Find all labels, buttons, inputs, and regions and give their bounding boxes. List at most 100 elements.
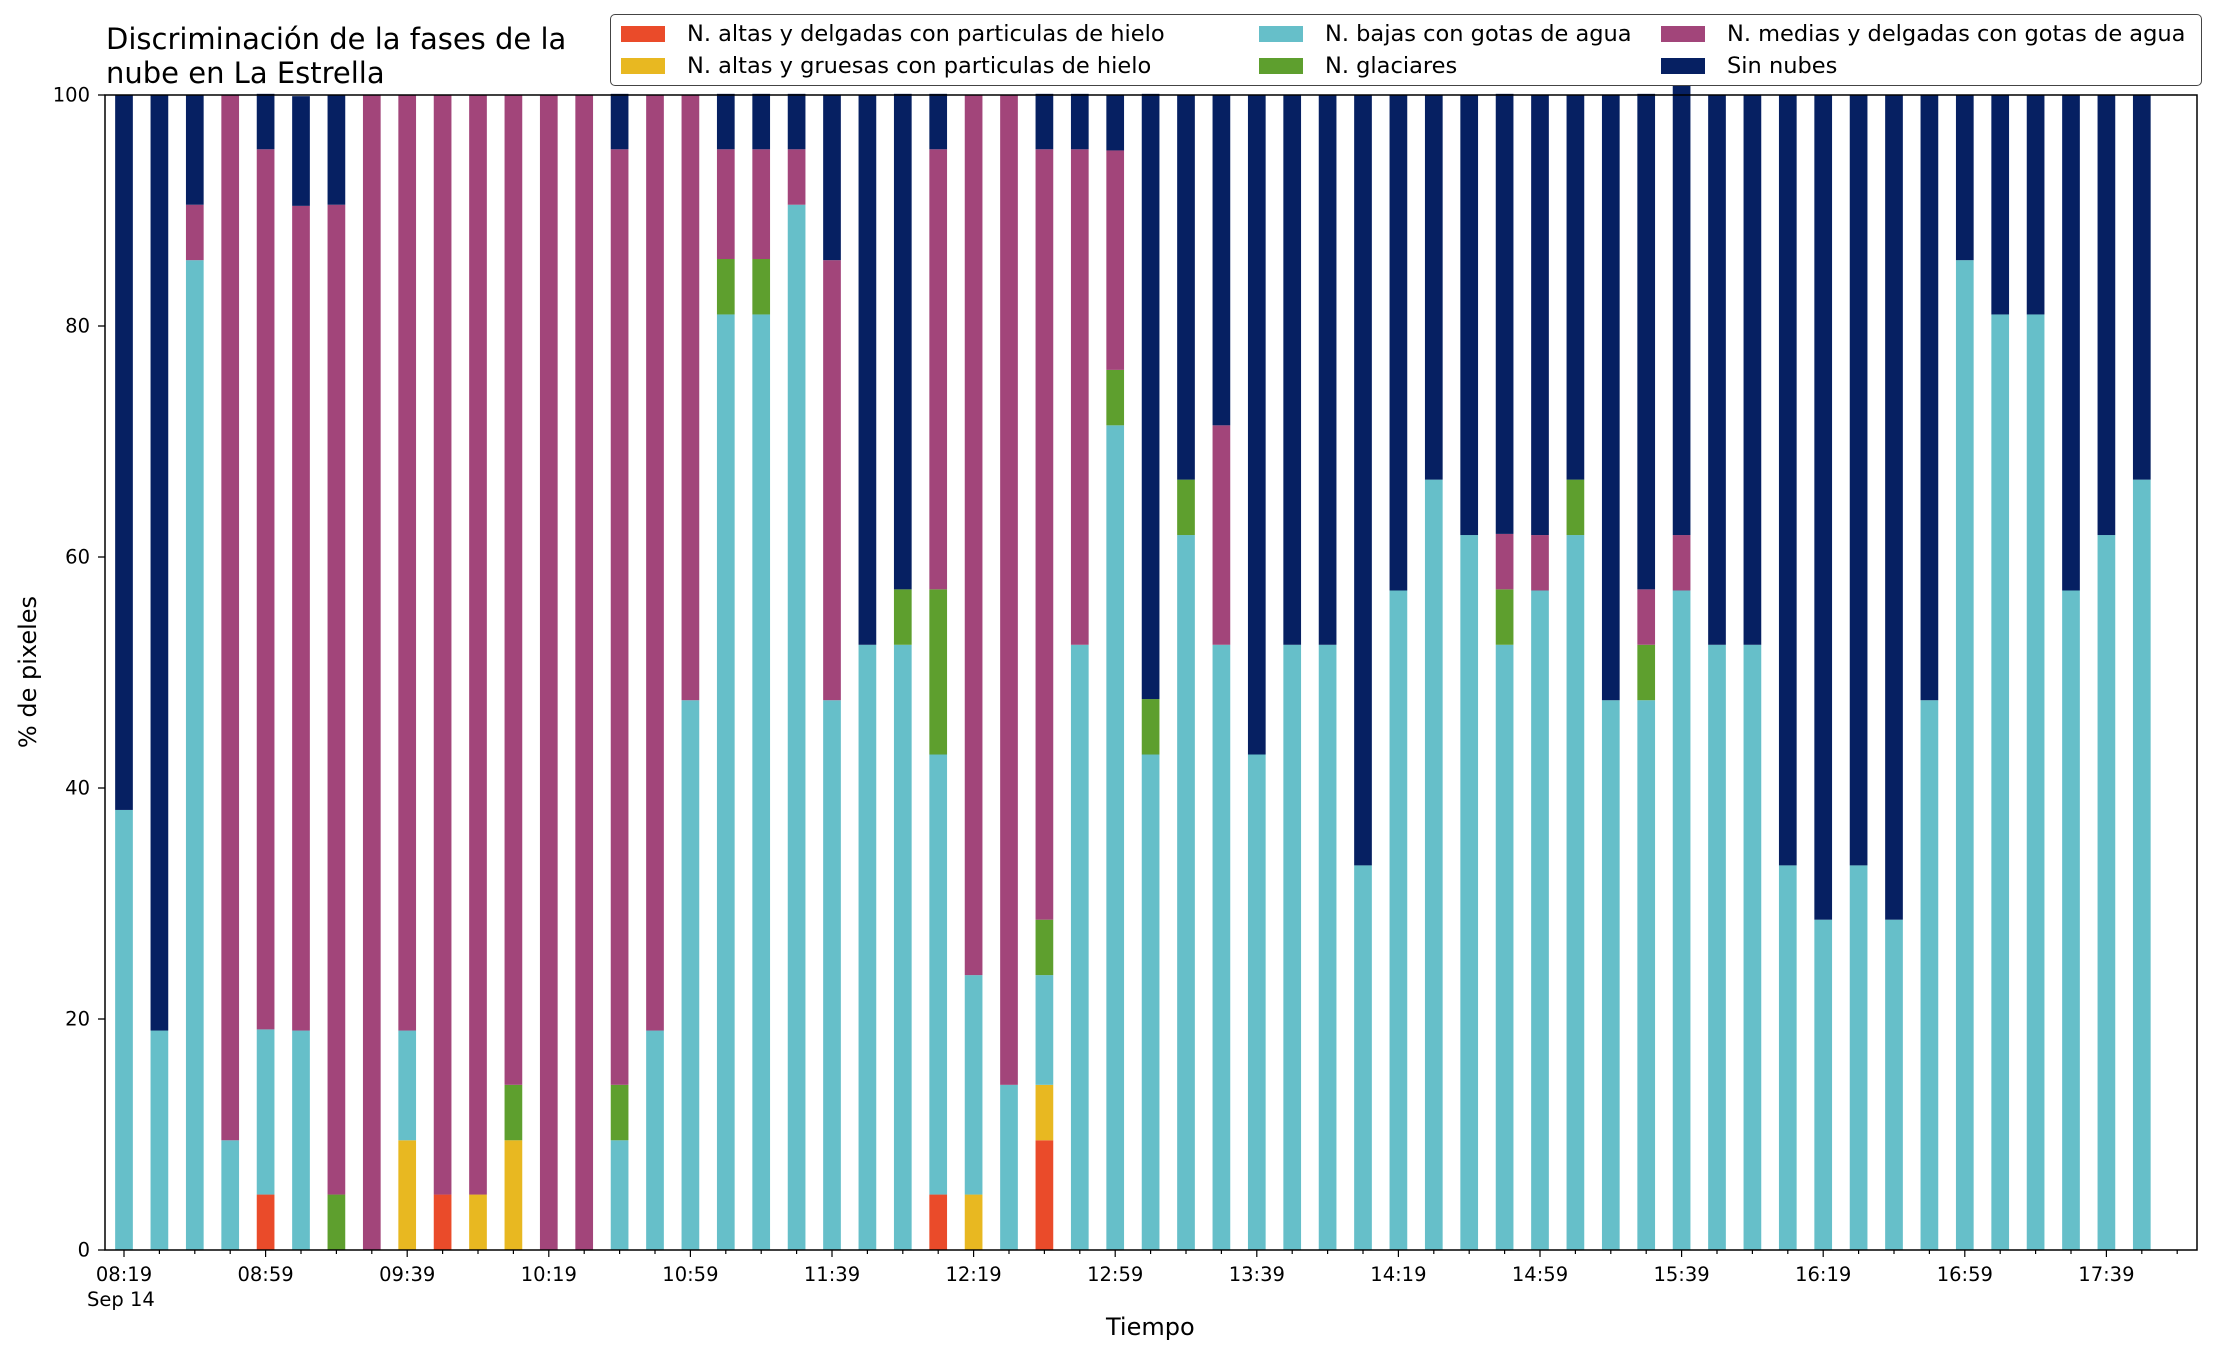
bar-segment-3-6 <box>327 1194 346 1250</box>
x-tick-label: 11:39 <box>803 1263 861 1286</box>
bar-segment-5-0 <box>115 95 133 810</box>
bar-segment-5-18 <box>752 93 771 150</box>
bar-segment-4-40 <box>1531 535 1549 591</box>
bar-segment-5-36 <box>1389 95 1408 591</box>
bar-segment-2-16 <box>681 700 700 1250</box>
bar-segment-5-57 <box>2132 95 2151 480</box>
bar-segment-5-23 <box>929 93 948 150</box>
bar-segment-5-32 <box>1247 95 1266 755</box>
bar-segment-4-24 <box>964 95 983 976</box>
legend-item: Sin nubes <box>1661 52 1837 80</box>
legend-label: N. bajas con gotas de agua <box>1325 21 1632 47</box>
bar-segment-5-28 <box>1106 95 1125 151</box>
bar-segment-4-23 <box>929 149 948 590</box>
bar-segment-3-29 <box>1141 699 1160 755</box>
x-tick-label: 14:59 <box>1511 1263 1569 1286</box>
bar-segment-1-24 <box>964 1194 983 1250</box>
legend-swatch <box>621 58 665 74</box>
bar-segment-5-1 <box>150 95 169 1031</box>
legend-label: N. altas y gruesas con particulas de hie… <box>687 53 1152 79</box>
bar-segment-2-24 <box>964 975 983 1195</box>
legend: N. altas y delgadas con particulas de hi… <box>610 14 2202 86</box>
y-tick-label: 40 <box>65 776 90 800</box>
bar-segment-5-49 <box>1849 95 1868 866</box>
bar-segment-3-11 <box>504 1084 523 1141</box>
bar-segment-5-20 <box>823 95 841 261</box>
bar-segment-2-22 <box>893 644 912 1250</box>
bar-segment-5-52 <box>1955 95 1974 261</box>
bar-segment-2-23 <box>929 754 948 1195</box>
bar-segment-2-19 <box>787 204 806 1251</box>
bar-segment-5-27 <box>1070 93 1089 150</box>
legend-item: N. medias y delgadas con gotas de agua <box>1661 20 2185 48</box>
bar-segment-4-43 <box>1637 589 1656 645</box>
bar-segment-2-45 <box>1708 644 1726 1250</box>
bar-segment-5-22 <box>893 93 912 590</box>
x-axis-label: Tiempo <box>1106 1313 1195 1341</box>
bar-segment-5-5 <box>292 96 310 206</box>
bar-segment-4-19 <box>787 149 806 205</box>
bar-segment-2-4 <box>256 1029 275 1195</box>
legend-swatch <box>1661 26 1705 42</box>
x-tick-label: 17:39 <box>2078 1263 2135 1286</box>
bar-segment-4-6 <box>327 204 346 1195</box>
legend-swatch <box>1661 58 1705 74</box>
bar-segment-4-3 <box>221 95 240 1141</box>
bar-segment-5-19 <box>787 93 806 150</box>
bar-segment-2-15 <box>646 1030 664 1250</box>
bar-segment-2-17 <box>716 314 735 1250</box>
bar-segment-2-34 <box>1318 644 1337 1250</box>
bar-segment-4-2 <box>185 204 204 261</box>
legend-item: N. altas y gruesas con particulas de hie… <box>621 52 1151 80</box>
bar-segment-2-50 <box>1885 919 1903 1250</box>
bar-segment-2-31 <box>1212 644 1231 1250</box>
bar-segment-0-9 <box>433 1194 452 1250</box>
bar-segment-2-3 <box>221 1140 240 1250</box>
bar-segment-5-51 <box>1920 95 1939 701</box>
legend-label: N. altas y delgadas con particulas de hi… <box>687 21 1165 47</box>
bar-segment-4-44 <box>1672 535 1691 591</box>
chart-title-line-1: Discriminación de la fases de la <box>106 22 567 56</box>
bar-segment-2-25 <box>1000 1084 1018 1250</box>
bar-segment-1-10 <box>469 1194 487 1250</box>
bar-segment-4-18 <box>752 149 771 260</box>
legend-swatch <box>621 26 665 42</box>
bar-segment-2-51 <box>1920 700 1939 1250</box>
bar-segment-5-43 <box>1637 93 1656 590</box>
legend-label: Sin nubes <box>1727 53 1838 79</box>
bar-segment-2-49 <box>1849 865 1868 1250</box>
bar-segment-4-26 <box>1035 149 1054 920</box>
bar-segment-1-11 <box>504 1140 523 1250</box>
bar-segment-5-33 <box>1283 95 1302 645</box>
x-tick-label: 09:39 <box>379 1263 436 1286</box>
bar-segment-2-18 <box>752 314 771 1250</box>
bar-segment-5-39 <box>1495 93 1514 534</box>
bar-segment-5-30 <box>1177 95 1195 480</box>
bar-segment-4-28 <box>1106 150 1125 370</box>
bar-segment-5-45 <box>1708 95 1726 645</box>
bar-segment-5-53 <box>1991 95 2010 315</box>
ticks-group <box>98 94 2178 1257</box>
bar-segment-2-57 <box>2132 479 2151 1250</box>
bar-segment-5-47 <box>1778 95 1797 866</box>
bar-segment-2-56 <box>2097 535 2116 1250</box>
bar-segment-2-39 <box>1495 644 1514 1250</box>
legend-swatch <box>1259 58 1303 74</box>
bar-segment-5-48 <box>1814 95 1833 920</box>
bar-segment-2-29 <box>1141 754 1160 1250</box>
y-axis-label: % de pixeles <box>14 595 42 749</box>
bar-segment-2-30 <box>1177 535 1195 1250</box>
bar-segment-2-0 <box>115 809 133 1250</box>
bar-segment-2-55 <box>2062 590 2080 1250</box>
bar-segment-2-27 <box>1070 644 1089 1250</box>
chart-title-line-2: nube en La Estrella <box>106 56 385 90</box>
bar-segment-4-11 <box>504 95 523 1085</box>
bar-segment-5-2 <box>185 95 204 205</box>
bar-segment-2-46 <box>1743 644 1762 1250</box>
bar-segment-3-28 <box>1106 369 1125 426</box>
bar-segment-4-8 <box>398 95 417 1031</box>
bar-segment-5-34 <box>1318 95 1337 645</box>
x-tick-label: 08:19 <box>95 1263 153 1286</box>
x-tick-label: 12:59 <box>1087 1263 1144 1286</box>
